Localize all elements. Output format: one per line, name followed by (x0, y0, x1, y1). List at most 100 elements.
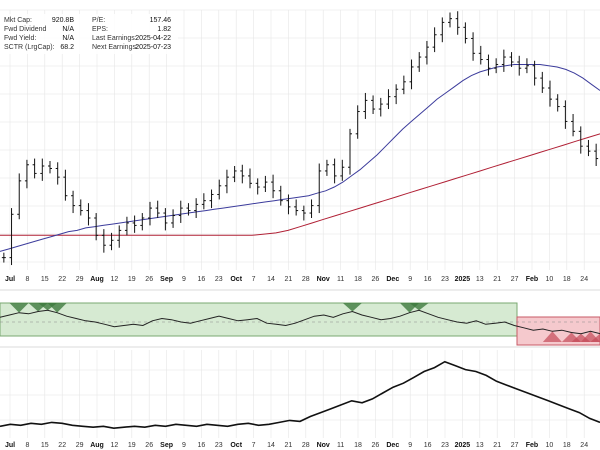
x-tick-label: 8 (25, 276, 29, 283)
x-tick-label: 10 (546, 442, 554, 449)
ohlc-bar (224, 169, 229, 194)
x-tick-label: 18 (563, 442, 571, 449)
x-tick-label: 11 (337, 276, 344, 283)
x-tick-label: 9 (182, 442, 186, 449)
ohlc-bar (578, 126, 583, 154)
ohlc-bar (255, 178, 260, 195)
ohlc-bar (240, 164, 245, 184)
ohlc-bar (540, 71, 545, 93)
oscillator-trough-fill (590, 333, 600, 342)
ohlc-bar (286, 194, 291, 215)
ohlc-bar (55, 162, 60, 185)
x-tick-label: Sep (160, 442, 173, 449)
ohlc-bar (178, 200, 183, 223)
x-tick-label: 13 (476, 276, 484, 283)
x-tick-label: 12 (111, 442, 119, 449)
ohlc-bar (309, 199, 314, 218)
x-tick-label: 2025 (455, 276, 471, 283)
ohlc-bar (424, 40, 429, 65)
lower-x-axis: Jul 8 15 22 29 Aug 12 19 26 Sep 9 16 23 Oct 7 14 21 28 Nov… (5, 442, 588, 449)
lower-indicator-panel (0, 360, 600, 430)
price-panel (0, 11, 600, 266)
x-tick-label: 23 (441, 442, 449, 449)
x-tick-label: 26 (145, 442, 153, 449)
ohlc-bar (324, 159, 329, 176)
x-tick-label: 18 (354, 442, 362, 449)
ohlc-bar (501, 49, 506, 72)
x-tick-label: 13 (476, 442, 484, 449)
ohlc-bar (463, 22, 468, 44)
ohlc-bar (71, 190, 76, 214)
ohlc-bar (363, 92, 368, 119)
stat-label-fwd-yield: Fwd Yield: (4, 35, 36, 42)
x-tick-label: 18 (354, 276, 362, 283)
ohlc-bar (101, 229, 106, 253)
x-tick-label: 26 (372, 276, 380, 283)
x-tick-label: Aug (90, 442, 104, 449)
x-tick-label: 9 (408, 276, 412, 283)
x-tick-label: 10 (546, 276, 554, 283)
x-tick-label: Oct (230, 442, 242, 449)
x-tick-label: 7 (252, 442, 256, 449)
x-tick-label: 7 (252, 276, 256, 283)
stat-value-eps: 1.82 (157, 26, 171, 33)
ohlc-bar (394, 84, 399, 105)
ohlc-bar (524, 58, 529, 74)
x-tick-label: 14 (267, 442, 275, 449)
x-tick-label: 24 (580, 442, 588, 449)
x-tick-label: 27 (511, 442, 519, 449)
oscillator-peak-fill (342, 303, 362, 312)
ohlc-bar (48, 161, 52, 174)
ohlc-bar (9, 208, 14, 266)
stat-label-sctr: SCTR (LrgCap): (4, 44, 55, 51)
x-tick-label: 29 (76, 276, 84, 283)
ohlc-bar (417, 52, 422, 72)
ohlc-bar (378, 97, 383, 117)
moving-average-red-line (0, 133, 600, 236)
x-tick-label: Nov (317, 442, 330, 449)
ohlc-bar (355, 105, 360, 139)
ohlc-bar (509, 52, 514, 67)
grid-lines (0, 9, 600, 438)
ohlc-bar (440, 17, 445, 43)
ohlc-bar (371, 95, 376, 114)
ohlc-bar (32, 158, 37, 179)
oscillator-peak-fill (9, 303, 29, 313)
ohlc-bar (486, 54, 491, 76)
x-tick-label: 18 (563, 276, 571, 283)
x-tick-label: 28 (302, 276, 310, 283)
ohlc-bar (109, 232, 114, 251)
x-tick-label: 23 (441, 276, 449, 283)
ohlc-bar (340, 159, 345, 181)
moving-average-blue-line (0, 64, 600, 252)
x-tick-label: Jul (5, 442, 15, 449)
stat-label-mkt-cap: Mkt Cap: (4, 17, 32, 24)
stat-value-mkt-cap: 920.8B (52, 17, 75, 24)
x-tick-label: 23 (215, 442, 223, 449)
ohlc-bar (17, 173, 22, 220)
stat-value-pe: 157.46 (150, 17, 172, 24)
x-tick-label: 28 (302, 442, 310, 449)
x-tick-label: 22 (58, 442, 66, 449)
x-tick-label: 21 (493, 276, 501, 283)
ohlc-bar (348, 128, 352, 175)
x-tick-label: 29 (76, 442, 84, 449)
ohlc-bar (586, 140, 591, 157)
x-tick-label: 21 (285, 276, 293, 283)
ohlc-bar (155, 200, 160, 218)
x-tick-label: 24 (580, 276, 588, 283)
price-x-axis: Jul 8 15 22 29 Aug 12 19 26 Sep 9 16 23 Oct 7 14 21 28 Nov… (5, 276, 588, 283)
stat-label-next-earnings: Next Earnings: (92, 44, 138, 51)
x-tick-label: 2025 (455, 442, 471, 449)
x-tick-label: Sep (160, 276, 173, 283)
x-tick-label: 23 (215, 276, 223, 283)
x-tick-label: 15 (41, 442, 49, 449)
ohlc-bar (301, 205, 306, 221)
x-tick-label: Dec (386, 276, 399, 283)
oscillator-fills (9, 303, 600, 342)
fundamentals-box: Mkt Cap: 920.8B Fwd Dividend N/A Fwd Yie… (0, 14, 178, 54)
oscillator-peak-fill (409, 303, 429, 311)
oscillator-panel (0, 302, 600, 346)
ohlc-bar (24, 159, 29, 189)
ohlc-bar (140, 213, 145, 231)
